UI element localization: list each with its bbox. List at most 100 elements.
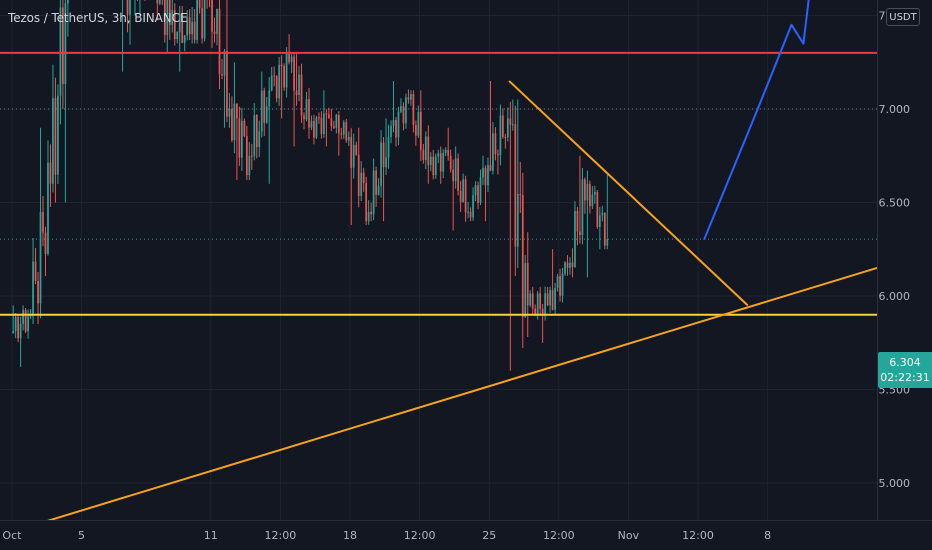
candle[interactable]: [462, 173, 464, 203]
candle[interactable]: [586, 170, 589, 278]
candle[interactable]: [467, 201, 469, 219]
candle[interactable]: [223, 48, 226, 128]
candle[interactable]: [139, 0, 141, 16]
candle[interactable]: [196, 0, 198, 44]
candle[interactable]: [49, 144, 52, 207]
candle[interactable]: [514, 105, 517, 276]
candle[interactable]: [606, 174, 609, 250]
candle[interactable]: [198, 0, 201, 14]
candle[interactable]: [64, 0, 67, 203]
candle[interactable]: [492, 122, 494, 175]
candle[interactable]: [464, 175, 467, 222]
candle[interactable]: [497, 149, 499, 175]
candle[interactable]: [19, 316, 22, 368]
candle[interactable]: [576, 207, 579, 246]
candle[interactable]: [129, 0, 131, 45]
candle[interactable]: [392, 80, 395, 133]
candle[interactable]: [12, 305, 15, 334]
candle[interactable]: [579, 155, 581, 244]
candle[interactable]: [308, 88, 310, 139]
candle[interactable]: [305, 91, 308, 122]
candle[interactable]: [285, 47, 288, 98]
candle[interactable]: [596, 189, 599, 229]
candle[interactable]: [126, 0, 129, 33]
candle[interactable]: [531, 286, 534, 316]
candle[interactable]: [144, 0, 146, 1]
candle[interactable]: [551, 249, 554, 311]
candle[interactable]: [62, 0, 64, 109]
candle[interactable]: [295, 52, 298, 106]
candle[interactable]: [405, 93, 407, 129]
candle[interactable]: [449, 149, 452, 173]
candle[interactable]: [439, 146, 442, 184]
candle[interactable]: [387, 124, 390, 169]
candle[interactable]: [385, 118, 387, 176]
candle[interactable]: [136, 0, 139, 1]
candle[interactable]: [270, 66, 273, 92]
candle[interactable]: [213, 17, 216, 43]
candle[interactable]: [574, 201, 576, 268]
candle[interactable]: [201, 0, 203, 44]
candle[interactable]: [519, 161, 522, 213]
candle[interactable]: [422, 143, 425, 164]
candle[interactable]: [226, 0, 228, 123]
candle[interactable]: [163, 0, 166, 43]
candle[interactable]: [521, 172, 524, 349]
candle[interactable]: [593, 185, 596, 204]
candle[interactable]: [447, 127, 450, 161]
drawings[interactable]: [0, 0, 878, 537]
projection-path[interactable]: [703, 0, 837, 241]
candle[interactable]: [209, 0, 211, 8]
candle[interactable]: [442, 149, 445, 179]
candle[interactable]: [502, 108, 504, 139]
candle[interactable]: [603, 212, 606, 250]
candle[interactable]: [429, 152, 432, 172]
candle[interactable]: [546, 287, 549, 307]
candle[interactable]: [22, 305, 24, 331]
candle[interactable]: [395, 117, 397, 147]
candle[interactable]: [494, 127, 497, 161]
candle[interactable]: [186, 10, 189, 41]
candle[interactable]: [504, 133, 507, 149]
candle[interactable]: [559, 268, 561, 302]
candle[interactable]: [472, 187, 474, 221]
time-axis[interactable]: Oct 5 11 12:00 18 12:00 25 12:00 Nov 12:00 8: [0, 520, 932, 550]
candle[interactable]: [178, 5, 181, 72]
candle[interactable]: [350, 128, 353, 225]
candle[interactable]: [173, 3, 176, 46]
candle[interactable]: [415, 120, 417, 146]
candle[interactable]: [516, 99, 519, 269]
candle[interactable]: [499, 104, 502, 166]
candle[interactable]: [452, 159, 455, 231]
candle[interactable]: [407, 89, 410, 104]
candle[interactable]: [280, 55, 283, 119]
candle[interactable]: [52, 64, 54, 193]
candle[interactable]: [228, 92, 231, 128]
candle[interactable]: [342, 120, 345, 139]
candle[interactable]: [59, 0, 62, 125]
candle[interactable]: [566, 255, 569, 276]
candle[interactable]: [171, 0, 174, 33]
candle[interactable]: [233, 62, 236, 154]
candle[interactable]: [375, 166, 377, 207]
candle[interactable]: [243, 118, 246, 138]
candle[interactable]: [380, 130, 382, 198]
candle[interactable]: [345, 118, 348, 143]
candle[interactable]: [434, 153, 437, 179]
candle[interactable]: [37, 271, 39, 325]
candle[interactable]: [459, 180, 462, 212]
candle[interactable]: [355, 141, 358, 156]
candle[interactable]: [181, 6, 184, 44]
candle[interactable]: [191, 7, 194, 44]
candle[interactable]: [360, 161, 363, 201]
candle[interactable]: [482, 155, 484, 186]
candle[interactable]: [245, 125, 248, 181]
candle[interactable]: [581, 168, 584, 245]
candle[interactable]: [32, 238, 34, 325]
candle[interactable]: [549, 286, 551, 313]
candle[interactable]: [39, 127, 42, 319]
candle[interactable]: [432, 149, 435, 180]
candle[interactable]: [231, 96, 233, 143]
candle[interactable]: [569, 256, 571, 275]
candle[interactable]: [479, 169, 482, 206]
